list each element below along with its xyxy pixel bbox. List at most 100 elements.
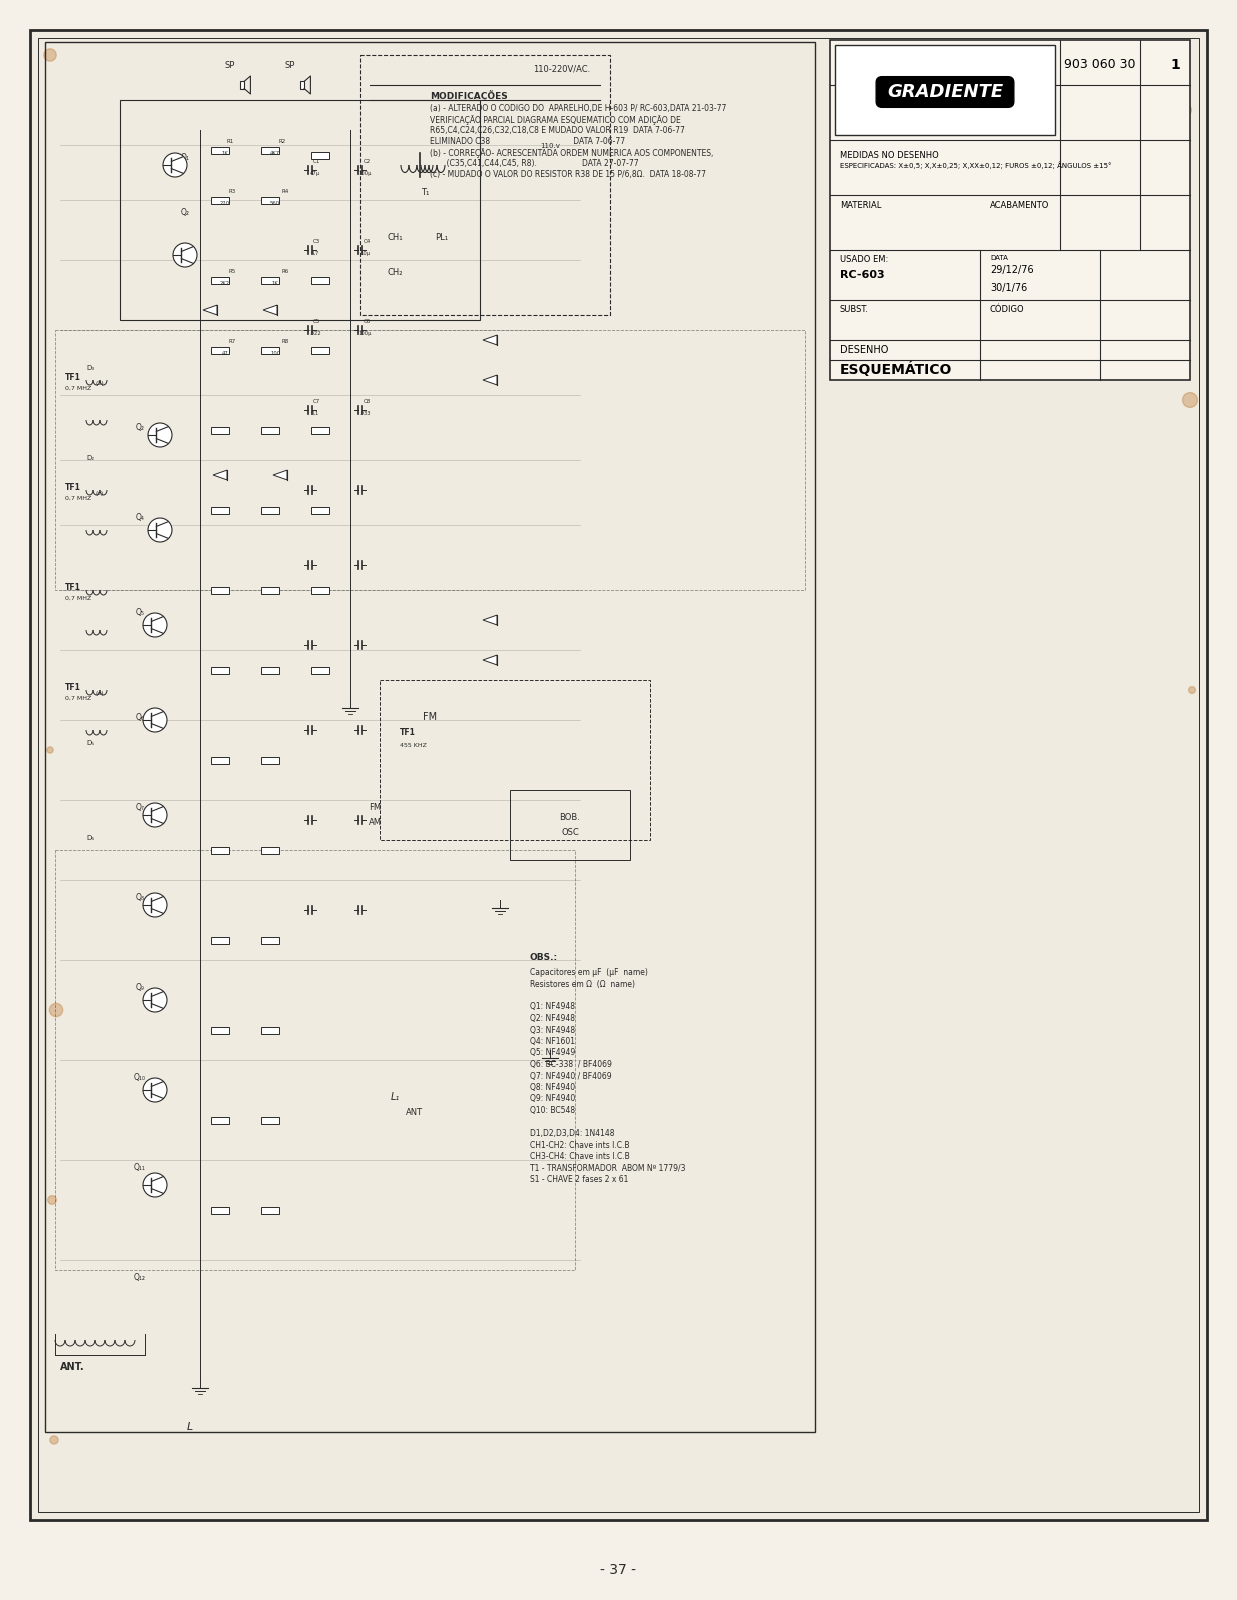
Text: 10μ: 10μ [360, 251, 370, 256]
Text: - 37 -: - 37 - [600, 1563, 636, 1578]
Text: MATERIAL: MATERIAL [840, 200, 882, 210]
Text: Q10: BC548: Q10: BC548 [529, 1106, 575, 1115]
Text: Q4: NF1601: Q4: NF1601 [529, 1037, 575, 1046]
Text: D1,D2,D3,D4: 1N4148: D1,D2,D3,D4: 1N4148 [529, 1130, 615, 1138]
Text: FM: FM [423, 712, 437, 722]
Text: ANT.: ANT. [61, 1362, 84, 1371]
Circle shape [143, 1078, 167, 1102]
Text: 100μ: 100μ [359, 171, 372, 176]
Bar [212, 427, 229, 434]
Circle shape [148, 518, 172, 542]
Bar [261, 1027, 280, 1034]
Circle shape [143, 707, 167, 733]
Bar [212, 147, 229, 154]
Text: .033: .033 [359, 411, 371, 416]
Text: C6: C6 [364, 318, 371, 323]
Text: ACABAMENTO: ACABAMENTO [990, 200, 1049, 210]
Text: L₁: L₁ [391, 1091, 400, 1102]
Bar [310, 667, 329, 674]
Text: 0,7 MHZ: 0,7 MHZ [66, 696, 92, 701]
Bar [212, 757, 229, 763]
Text: Q₄: Q₄ [136, 514, 145, 522]
Text: 220: 220 [220, 202, 230, 206]
Bar [310, 427, 329, 434]
Text: (b) - CORREÇÃO- ACRESCENTADA ORDEM NUMERICA AOS COMPONENTES,: (b) - CORREÇÃO- ACRESCENTADA ORDEM NUMER… [430, 149, 714, 158]
Text: 110.v: 110.v [541, 142, 560, 149]
Text: D₅: D₅ [85, 739, 94, 746]
Text: C8: C8 [364, 398, 371, 403]
Text: Q1: NF4948: Q1: NF4948 [529, 1003, 575, 1011]
Text: L: L [187, 1422, 193, 1432]
Text: Q₂: Q₂ [136, 422, 145, 432]
Circle shape [163, 154, 187, 178]
Text: 1Κ: 1Κ [272, 282, 278, 286]
Text: SUBST.: SUBST. [840, 306, 870, 315]
Bar [240, 82, 244, 88]
Text: MEDIDAS NO DESENHO: MEDIDAS NO DESENHO [840, 150, 939, 160]
Bar [261, 846, 280, 853]
Text: CÓDIGO: CÓDIGO [990, 306, 1024, 315]
Text: DESENHO: DESENHO [840, 346, 888, 355]
Text: TF1: TF1 [66, 483, 80, 493]
Text: Q9: NF4940: Q9: NF4940 [529, 1094, 575, 1104]
Text: .022: .022 [309, 331, 320, 336]
Bar [830, 40, 1190, 379]
Text: R8: R8 [281, 339, 288, 344]
Text: Q₅: Q₅ [136, 608, 145, 618]
Text: Q₁₀: Q₁₀ [134, 1074, 146, 1082]
Circle shape [48, 1195, 57, 1205]
Bar [212, 197, 229, 203]
Text: C3: C3 [313, 238, 319, 243]
Text: D₂: D₂ [85, 454, 94, 461]
Text: 4Κ7: 4Κ7 [270, 150, 280, 157]
Circle shape [49, 1003, 63, 1016]
Text: 100: 100 [270, 350, 280, 357]
Text: RC-603: RC-603 [840, 270, 884, 280]
Text: 29/12/76: 29/12/76 [990, 266, 1034, 275]
Polygon shape [273, 470, 287, 480]
Text: T1 - TRANSFORMADOR  ABOM Nº 1779/3: T1 - TRANSFORMADOR ABOM Nº 1779/3 [529, 1163, 685, 1173]
Text: D₃: D₃ [87, 365, 94, 371]
Text: C5: C5 [313, 318, 319, 323]
Polygon shape [482, 614, 497, 626]
Text: TF1: TF1 [66, 683, 80, 691]
Bar [212, 846, 229, 853]
Text: 4,7: 4,7 [310, 251, 319, 256]
Bar [212, 667, 229, 674]
Circle shape [47, 747, 53, 754]
Bar [261, 197, 280, 203]
Text: 0,1: 0,1 [310, 411, 319, 416]
Text: Q₁₂: Q₁₂ [134, 1274, 146, 1282]
Text: SP: SP [225, 61, 235, 70]
Text: Q₇: Q₇ [136, 803, 145, 813]
Circle shape [1183, 392, 1197, 408]
Text: R7: R7 [229, 339, 235, 344]
Circle shape [143, 893, 167, 917]
Bar [212, 277, 229, 283]
Text: C1: C1 [313, 158, 319, 165]
Text: CH₁: CH₁ [387, 234, 403, 242]
Bar [310, 277, 329, 283]
Text: TF1: TF1 [66, 582, 80, 592]
Text: CH1-CH2: Chave ints l.C.B: CH1-CH2: Chave ints l.C.B [529, 1141, 630, 1149]
Text: R4: R4 [281, 189, 288, 194]
Bar [120, 99, 480, 320]
Text: USADO EM:: USADO EM: [840, 256, 888, 264]
Text: 0,7 MHZ: 0,7 MHZ [66, 595, 92, 602]
Bar [299, 82, 304, 88]
Circle shape [49, 1435, 58, 1445]
Bar [261, 507, 280, 514]
Text: VERIFICAÇÃO PARCIAL DIAGRAMA ESQUEMATICO COM ADIÇÃO DE: VERIFICAÇÃO PARCIAL DIAGRAMA ESQUEMATICO… [430, 115, 680, 125]
Bar [54, 330, 805, 590]
Text: Q₁: Q₁ [181, 154, 189, 162]
Polygon shape [213, 470, 228, 480]
Bar [310, 152, 329, 158]
Text: C2: C2 [364, 158, 371, 165]
Circle shape [43, 50, 56, 61]
Text: PL₁: PL₁ [435, 234, 448, 242]
Circle shape [143, 613, 167, 637]
Text: R1: R1 [226, 139, 234, 144]
Text: 30/1/76: 30/1/76 [990, 283, 1027, 293]
Bar [261, 1206, 280, 1213]
Text: BOB.: BOB. [559, 813, 580, 822]
